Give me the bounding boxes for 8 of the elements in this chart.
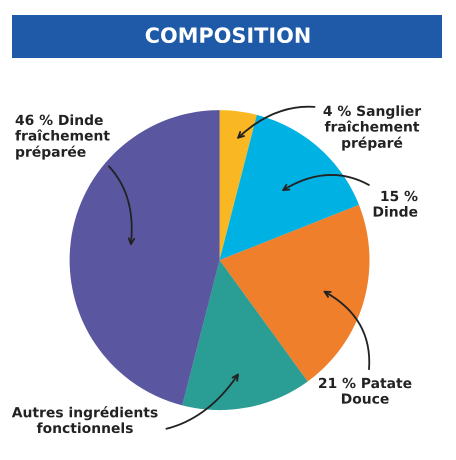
slice-label: 46 % Dinde fraîchement préparée [15, 114, 110, 160]
slice-label: 21 % Patate Douce [319, 378, 412, 404]
slice-label: 15 % Dinde [374, 190, 418, 217]
pie-slice [220, 110, 257, 260]
slice-label: Autres ingrédients fonctionnels [12, 406, 158, 434]
slice-label: 4 % Sanglier fraîchement préparé [324, 105, 422, 151]
pie-slice [182, 260, 308, 410]
chart-title: COMPOSITION [146, 27, 310, 44]
